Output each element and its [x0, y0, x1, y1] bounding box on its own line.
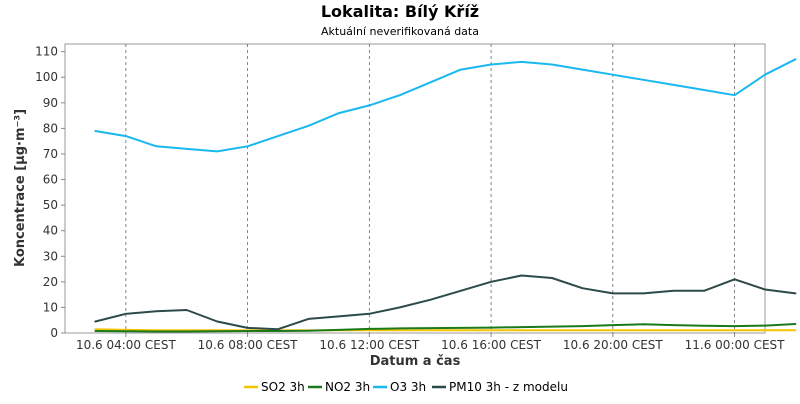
- x-tick-label: 10.6 16:00 CEST: [441, 338, 542, 352]
- y-tick-label: 40: [43, 224, 58, 238]
- y-axis-ticks: 0 10 20 30 40 50 60 70 80 90 100 110: [35, 45, 65, 340]
- legend-label: O3 3h: [390, 380, 426, 394]
- y-tick-label: 10: [43, 300, 58, 314]
- y-tick-label: 50: [43, 198, 58, 212]
- y-tick-label: 90: [43, 96, 58, 110]
- legend-label: PM10 3h - z modelu: [449, 380, 568, 394]
- series-lines: [94, 58, 797, 333]
- legend-label: SO2 3h: [261, 380, 305, 394]
- y-tick-label: 20: [43, 275, 58, 289]
- legend: SO2 3h NO2 3h O3 3h PM10 3h - z modelu: [244, 380, 568, 394]
- series-line-no2-3h: [94, 323, 797, 333]
- y-tick-label: 0: [50, 326, 58, 340]
- y-tick-label: 60: [43, 173, 58, 187]
- series-line-pm10-3h-z-modelu: [94, 274, 797, 331]
- x-tick-label: 10.6 08:00 CEST: [198, 338, 299, 352]
- y-tick-label: 110: [35, 45, 58, 59]
- legend-label: NO2 3h: [325, 380, 370, 394]
- x-tick-label: 11.6 00:00 CEST: [685, 338, 786, 352]
- series-line-o3-3h: [94, 58, 797, 153]
- x-tick-label: 10.6 20:00 CEST: [563, 338, 664, 352]
- x-axis-ticks: 10.6 04:00 CEST 10.6 08:00 CEST 10.6 12:00…: [76, 333, 785, 352]
- chart-title: Lokalita: Bílý Kříž: [321, 2, 479, 21]
- grid: [125, 44, 735, 333]
- x-axis-label: Datum a čas: [370, 354, 461, 369]
- y-axis-label: Koncentrace [µg·m⁻³]: [13, 109, 28, 267]
- x-tick-label: 10.6 04:00 CEST: [76, 338, 177, 352]
- series-line-so2-3h: [94, 328, 797, 332]
- plot-area: [64, 43, 766, 334]
- chart-subtitle: Aktuální neverifikovaná data: [321, 25, 479, 38]
- y-tick-label: 100: [35, 70, 58, 84]
- y-tick-label: 30: [43, 249, 58, 263]
- x-tick-label: 10.6 12:00 CEST: [319, 338, 420, 352]
- y-tick-label: 80: [43, 121, 58, 135]
- y-tick-label: 70: [43, 147, 58, 161]
